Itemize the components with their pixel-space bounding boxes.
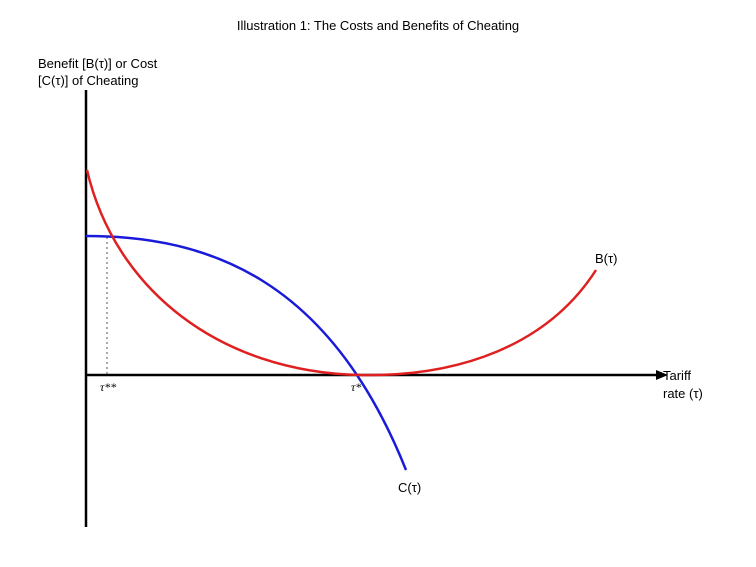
diagram-title: Illustration 1: The Costs and Benefits o… [236,18,520,33]
y-axis-label-line1: Benefit [B(τ)] or Cost [38,56,158,71]
benefit-curve-label: B(τ) [595,251,618,266]
x-axis-arrowhead [656,370,668,380]
tau-double-star-tick: τ** [100,380,117,394]
y-axis-label-line2: [C(τ)] of Cheating [38,73,139,88]
x-axis-label-line2: rate (τ) [663,386,703,401]
x-axis-label-line1: Tariff [663,368,691,383]
tau-star-tick: τ* [351,380,362,394]
y-axis-label: Benefit [B(τ)] or Cost [C(τ)] of Cheatin… [38,55,157,89]
cost-curve [85,234,408,471]
cost-curve-label: C(τ) [398,480,422,495]
x-axis-label: Tariff rate (τ) [663,367,703,403]
benefit-curve [85,169,598,377]
